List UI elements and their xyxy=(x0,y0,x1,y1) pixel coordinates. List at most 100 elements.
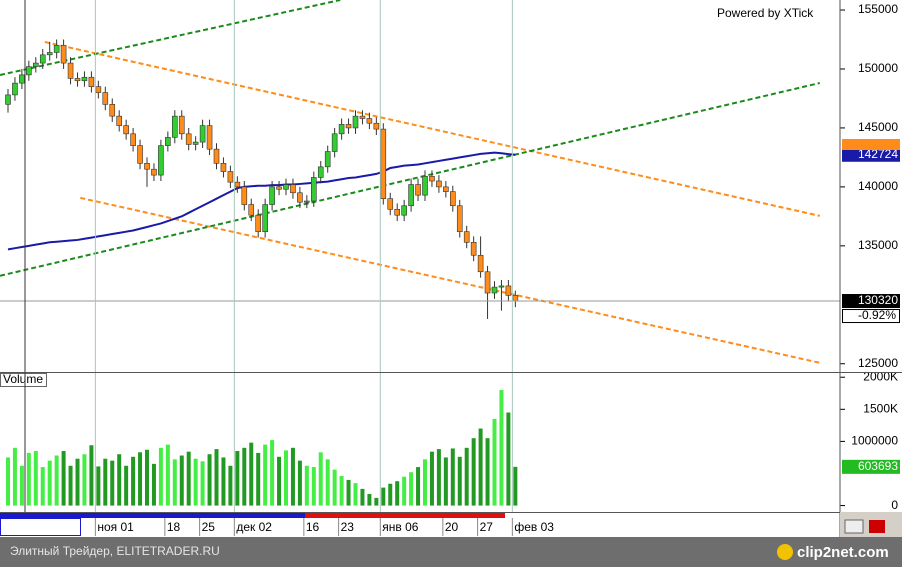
candle-body xyxy=(470,242,477,256)
candle-body xyxy=(262,204,268,232)
x-tick-label: янв 06 xyxy=(382,520,419,534)
x-tick-label: 25 xyxy=(202,520,216,534)
candle-body xyxy=(324,151,331,168)
panel-label: Volume xyxy=(3,372,43,386)
candle-body xyxy=(206,125,213,150)
footer-bar xyxy=(0,537,902,567)
volume-bar xyxy=(12,447,17,506)
volume-bar xyxy=(33,451,38,506)
candle-body xyxy=(338,124,345,135)
candle-body xyxy=(380,128,387,199)
x-tick-label: 27 xyxy=(480,520,494,534)
session-bar xyxy=(305,513,505,518)
candle-body xyxy=(39,54,46,64)
change-box xyxy=(842,309,900,324)
volume-bar xyxy=(54,455,59,506)
candle-body xyxy=(74,78,81,82)
candle-body xyxy=(199,125,206,143)
volume-bar xyxy=(416,467,421,506)
volume-bar xyxy=(165,444,170,506)
scroll-box[interactable] xyxy=(0,518,81,536)
candle-body xyxy=(241,186,248,205)
candle-body xyxy=(331,133,338,152)
y-tick-label: 150000 xyxy=(858,61,898,75)
candle-body xyxy=(422,175,428,196)
volume-bar xyxy=(471,438,476,506)
volume-bar xyxy=(290,447,295,506)
volume-bar xyxy=(402,476,407,506)
candle-body xyxy=(67,62,74,79)
candle-body xyxy=(415,184,421,196)
volume-bar xyxy=(429,451,434,506)
ma-label: 142724 xyxy=(858,147,898,161)
volume-bar xyxy=(242,447,247,506)
candle-body xyxy=(297,192,303,203)
volume-bar xyxy=(492,418,497,506)
volume-bar xyxy=(388,483,393,506)
trend-line xyxy=(44,40,820,217)
volume-bar xyxy=(179,455,184,506)
volume-bar xyxy=(40,467,45,506)
candle-body xyxy=(102,92,109,105)
moving-average xyxy=(7,151,516,251)
candle-body xyxy=(144,163,150,170)
candle-body xyxy=(310,177,317,202)
volume-bar xyxy=(395,481,400,506)
volume-bar xyxy=(325,459,330,506)
volume-bar xyxy=(311,467,316,506)
chart-title: Powered by XTick xyxy=(717,6,814,20)
overlay: ноя 01 18 25 дек 02 16 23 янв 06 20 27 фев 03 1250… xyxy=(0,0,900,536)
session-bar xyxy=(0,513,305,518)
y-tick-label: 140000 xyxy=(858,179,898,193)
y-tick-label: 125000 xyxy=(858,356,898,370)
volume-bar xyxy=(19,465,24,506)
candle-body xyxy=(109,104,116,117)
change-label: -0.92% xyxy=(858,308,896,322)
volume-bar xyxy=(353,483,358,506)
candle-body xyxy=(401,205,407,216)
y-tick-label: 155000 xyxy=(858,2,898,16)
volume-bar xyxy=(381,487,386,506)
candle-body xyxy=(53,45,60,53)
x-tick-label: 16 xyxy=(306,520,320,534)
x-tick-label: 20 xyxy=(445,520,459,534)
candle-body xyxy=(408,184,414,207)
link-icon[interactable] xyxy=(844,519,864,534)
candle-body xyxy=(19,74,25,84)
x-tick-label: 23 xyxy=(341,520,355,534)
volume-bar xyxy=(367,494,372,506)
volume-bar xyxy=(284,450,288,506)
close-icon[interactable] xyxy=(869,520,885,533)
volume-bar xyxy=(228,465,233,506)
volume-bar xyxy=(158,447,163,506)
candle-body xyxy=(317,166,324,178)
volume-bar xyxy=(96,466,101,506)
y-tick-label: 0 xyxy=(891,498,898,512)
volume-bar xyxy=(82,454,87,506)
candle-body xyxy=(234,181,241,188)
y-tick-label: 1000000 xyxy=(851,434,898,448)
last-volume-box xyxy=(842,459,900,474)
candle-body xyxy=(456,205,463,232)
volume-bar xyxy=(235,451,240,506)
volume-bar xyxy=(117,454,122,506)
volume-bar xyxy=(47,460,52,506)
candle-body xyxy=(477,254,484,273)
candle-body xyxy=(373,122,380,130)
volume-bar xyxy=(499,390,504,506)
candle-body xyxy=(429,175,435,182)
volume-bar xyxy=(61,451,66,506)
volume-bar xyxy=(513,466,518,506)
volume-bar xyxy=(26,452,31,506)
volume-bar xyxy=(6,457,10,506)
candle-body xyxy=(130,133,136,146)
candle-body xyxy=(172,115,178,138)
volume-bar xyxy=(110,460,115,506)
volume-bar xyxy=(297,460,302,506)
candle-body xyxy=(248,204,255,216)
volume-bar xyxy=(360,488,365,506)
trend-line xyxy=(0,0,341,76)
candle-body xyxy=(512,295,519,302)
volume-bar xyxy=(256,452,261,506)
